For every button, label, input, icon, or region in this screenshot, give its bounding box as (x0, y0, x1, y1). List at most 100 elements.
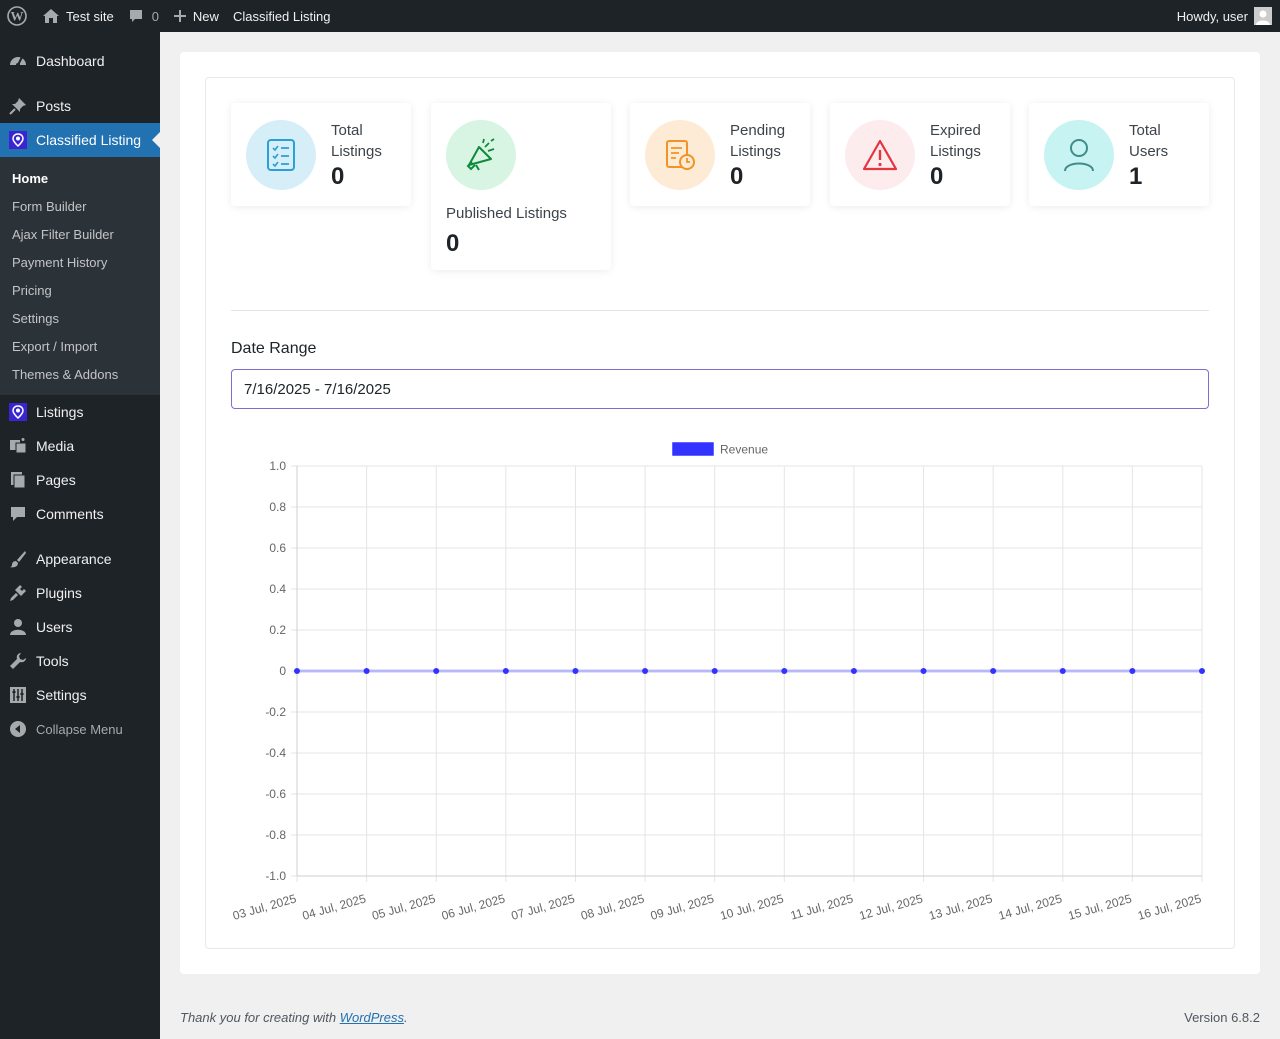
stat-card-expired-listings: Expired Listings 0 (830, 103, 1010, 206)
footer-thanks-suffix: . (404, 1010, 408, 1025)
classified-listing-label: Classified Listing (232, 8, 331, 24)
submenu-item-export-import[interactable]: Export / Import (12, 338, 98, 354)
sidebar-item-users[interactable]: Users (0, 610, 160, 644)
sliders-icon (8, 685, 28, 705)
submenu-item-settings[interactable]: Settings (12, 310, 59, 326)
home-icon (42, 8, 60, 24)
y-tick-label: 0 (279, 664, 286, 678)
x-tick-label: 07 Jul, 2025 (510, 891, 577, 923)
submenu-item-form-builder[interactable]: Form Builder (12, 198, 87, 214)
sidebar-item-pages[interactable]: Pages (0, 463, 160, 497)
y-tick-label: -0.2 (265, 705, 286, 719)
footer: Thank you for creating with WordPress. V… (180, 1010, 1260, 1025)
x-tick-label: 06 Jul, 2025 (440, 891, 507, 923)
y-tick-label: 0.8 (269, 500, 286, 514)
avatar (1254, 7, 1272, 25)
sidebar-item-label: Tools (36, 653, 69, 669)
y-tick-label: -0.4 (265, 746, 286, 760)
x-tick-label: 10 Jul, 2025 (718, 891, 785, 923)
legend-label: Revenue (720, 443, 768, 457)
sidebar-item-tools[interactable]: Tools (0, 644, 160, 678)
sidebar-item-label: Classified Listing (36, 132, 142, 148)
stat-value: 0 (446, 230, 460, 257)
data-point (1059, 668, 1066, 674)
classified-listing-link[interactable]: Classified Listing (226, 0, 338, 32)
stat-label: Pending Listings (730, 122, 786, 160)
data-point (1199, 668, 1205, 674)
sidebar-item-appearance[interactable]: Appearance (0, 542, 160, 576)
plus-icon (173, 9, 187, 23)
collapse-menu-button[interactable]: Collapse Menu (0, 712, 160, 746)
wordpress-logo-icon[interactable]: W (0, 0, 35, 32)
data-point (294, 668, 300, 674)
sidebar-item-comments[interactable]: Comments (0, 497, 160, 531)
plug-icon (8, 583, 28, 603)
site-name: Test site (66, 8, 114, 24)
sidebar-item-plugins[interactable]: Plugins (0, 576, 160, 610)
sidebar-item-settings[interactable]: Settings (0, 678, 160, 712)
data-point (1129, 668, 1136, 674)
stat-label: Expired Listings (930, 122, 981, 160)
x-tick-label: 09 Jul, 2025 (649, 891, 716, 923)
y-tick-label: 0.6 (269, 541, 286, 555)
warning-icon (845, 120, 915, 190)
x-tick-label: 03 Jul, 2025 (231, 891, 298, 923)
stat-card-published-listings: Published Listings 0 (431, 103, 611, 270)
new-label: New (192, 8, 219, 24)
svg-text:W: W (11, 9, 24, 24)
footer-thanks: Thank you for creating with WordPress. (180, 1010, 408, 1025)
wrench-icon (8, 651, 28, 671)
sidebar-item-label: Pages (36, 472, 76, 488)
data-point (990, 668, 997, 674)
x-tick-label: 08 Jul, 2025 (579, 891, 646, 923)
stat-value: 0 (331, 163, 345, 190)
sidebar-item-posts[interactable]: Posts (0, 89, 160, 123)
sidebar-item-dashboard[interactable]: Dashboard (0, 44, 160, 78)
submenu-item-payment-history[interactable]: Payment History (12, 254, 108, 270)
pages-icon (8, 470, 28, 490)
data-point (920, 668, 927, 674)
submenu-item-pricing[interactable]: Pricing (12, 282, 52, 298)
user-icon (1044, 120, 1114, 190)
stat-value: 1 (1129, 163, 1143, 190)
x-tick-label: 05 Jul, 2025 (370, 891, 437, 923)
comment-icon (8, 504, 28, 524)
sidebar-item-label: Appearance (36, 551, 112, 567)
footer-thanks-text: Thank you for creating with (180, 1010, 340, 1025)
listings-icon (8, 402, 28, 422)
data-point (850, 668, 857, 674)
sidebar-item-label: Listings (36, 404, 84, 420)
my-account[interactable]: Howdy, user (1177, 7, 1280, 25)
stat-card-total-users: Total Users 1 (1029, 103, 1209, 206)
x-tick-label: 13 Jul, 2025 (927, 891, 994, 923)
site-name-link[interactable]: Test site (35, 0, 121, 32)
data-point (642, 668, 649, 674)
divider (231, 310, 1209, 311)
sidebar-item-media[interactable]: Media (0, 429, 160, 463)
date-range-input[interactable] (231, 369, 1209, 409)
wordpress-link[interactable]: WordPress (339, 1010, 404, 1025)
sidebar-item-label: Plugins (36, 585, 82, 601)
sidebar-item-label: Dashboard (36, 53, 105, 69)
y-tick-label: -0.6 (265, 787, 286, 801)
sidebar-item-listings[interactable]: Listings (0, 395, 160, 429)
dashboard-panel: Total Listings 0 Published Listings 0 Pe… (205, 77, 1235, 949)
submenu-item-themes-addons[interactable]: Themes & Addons (12, 366, 119, 382)
classified-icon (8, 130, 28, 150)
sidebar-item-classified-listing[interactable]: Classified Listing (0, 123, 160, 157)
submenu-item-home[interactable]: Home (12, 170, 49, 186)
sidebar-item-label: Posts (36, 98, 72, 114)
greeting: Howdy, user (1176, 8, 1248, 24)
data-point (502, 668, 509, 674)
checklist-icon (246, 120, 316, 190)
collapse-menu-label: Collapse Menu (36, 721, 123, 737)
stat-value: 0 (930, 163, 944, 190)
new-content-link[interactable]: New (166, 0, 226, 32)
x-tick-label: 04 Jul, 2025 (301, 891, 368, 923)
comments-link[interactable]: 0 (121, 0, 166, 32)
stat-card-total-listings: Total Listings 0 (231, 103, 411, 206)
submenu-item-ajax-filter-builder[interactable]: Ajax Filter Builder (12, 226, 114, 242)
dashboard-icon (8, 51, 28, 71)
user-icon (8, 617, 28, 637)
main-content: Total Listings 0 Published Listings 0 Pe… (180, 52, 1260, 974)
